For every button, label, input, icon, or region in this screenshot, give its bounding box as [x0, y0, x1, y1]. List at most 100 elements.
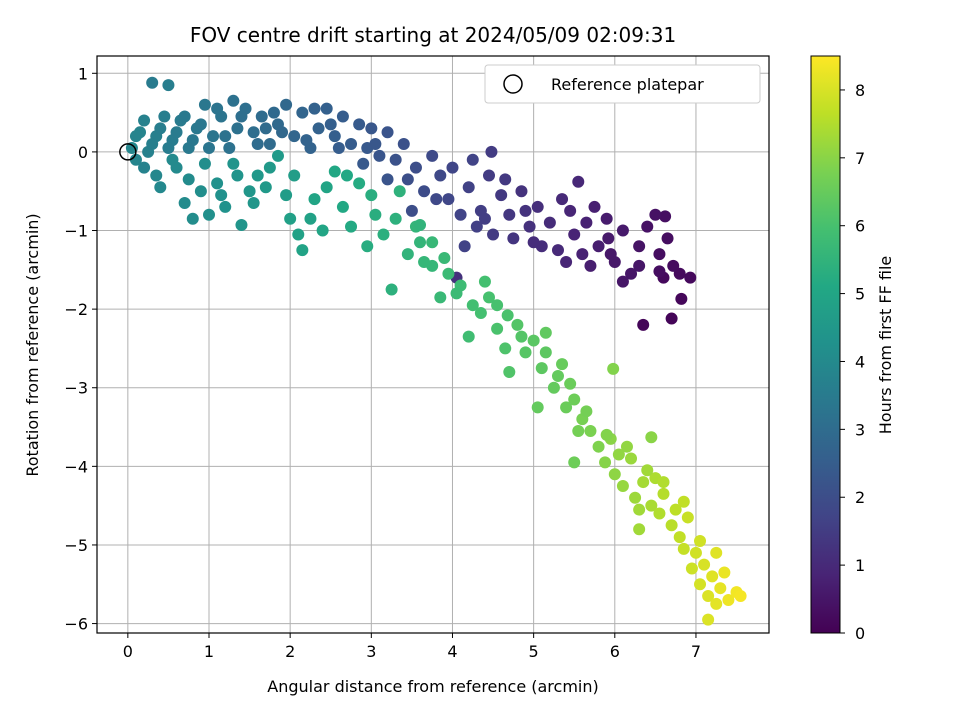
scatter-point — [616, 479, 629, 492]
scatter-point — [653, 265, 666, 278]
scatter-point — [231, 122, 244, 135]
scatter-point — [442, 193, 455, 206]
scatter-point — [710, 597, 723, 610]
scatter-point — [381, 173, 394, 186]
scatter-point — [263, 138, 276, 151]
scatter-point — [677, 495, 690, 508]
scatter-point — [280, 189, 293, 202]
scatter-point — [365, 189, 378, 202]
scatter-point — [466, 299, 479, 312]
scatter-point — [251, 169, 264, 182]
scatter-point — [474, 307, 487, 320]
scatter-point — [389, 212, 402, 225]
colorbar-tick-label: 2 — [855, 488, 865, 507]
scatter-point — [665, 519, 678, 532]
scatter-point — [454, 208, 467, 221]
scatter-point — [154, 181, 167, 194]
scatter-point — [154, 122, 167, 135]
scatter-point — [539, 326, 552, 339]
scatter-point — [182, 173, 195, 186]
scatter-point — [539, 346, 552, 359]
scatter-point — [158, 110, 171, 123]
scatter-point — [357, 157, 370, 170]
scatter-point — [584, 259, 597, 272]
y-tick-label: −5 — [64, 536, 88, 555]
scatter-point — [503, 366, 516, 379]
scatter-point — [125, 141, 138, 154]
scatter-point — [547, 381, 560, 394]
scatter-point — [332, 141, 345, 154]
scatter-point — [324, 118, 337, 131]
scatter-point — [519, 204, 532, 217]
scatter-point — [527, 334, 540, 347]
scatter-point — [345, 138, 358, 151]
scatter-point — [556, 358, 569, 371]
scatter-point — [194, 185, 207, 198]
scatter-point — [572, 175, 585, 188]
scatter-point — [381, 126, 394, 139]
scatter-point — [129, 130, 142, 143]
scatter-point — [162, 79, 175, 92]
scatter-point — [568, 228, 581, 241]
scatter-point — [227, 94, 240, 107]
scatter-point — [669, 503, 682, 516]
scatter-point — [353, 177, 366, 190]
scatter-point — [308, 193, 321, 206]
scatter-point — [446, 161, 459, 174]
scatter-point — [462, 330, 475, 343]
scatter-point — [203, 141, 215, 154]
scatter-point — [211, 177, 224, 190]
x-tick-label: 0 — [123, 642, 133, 661]
scatter-point — [503, 208, 516, 221]
scatter-point — [592, 440, 605, 453]
reference-platepar-marker — [119, 143, 137, 161]
scatter-point — [718, 566, 731, 579]
x-tick-label: 1 — [204, 642, 214, 661]
scatter-point — [665, 312, 678, 325]
scatter-point — [166, 153, 179, 166]
scatter-point — [661, 232, 674, 245]
x-tick-label: 6 — [610, 642, 620, 661]
scatter-point — [714, 582, 727, 595]
y-tick-label: −6 — [64, 615, 88, 634]
scatter-point — [320, 181, 333, 194]
scatter-point — [584, 424, 597, 437]
x-tick-label: 2 — [285, 642, 295, 661]
scatter-point — [515, 330, 528, 343]
scatter-point — [470, 220, 483, 233]
scatter-point — [491, 322, 504, 335]
colorbar-tick-label: 4 — [855, 352, 865, 371]
scatter-point — [320, 102, 333, 115]
scatter-point — [288, 130, 301, 143]
scatter-point — [426, 149, 439, 162]
scatter-point — [434, 291, 447, 304]
scatter-point — [186, 134, 199, 147]
scatter-point — [438, 252, 451, 265]
scatter-point — [478, 212, 491, 225]
scatter-point — [442, 267, 455, 280]
scatter-point — [515, 185, 528, 198]
scatter-point — [499, 173, 512, 186]
scatter-point — [328, 165, 341, 178]
colorbar-tick-label: 3 — [855, 420, 865, 439]
scatter-point — [698, 558, 711, 571]
scatter-point — [531, 401, 544, 414]
legend-marker — [503, 74, 523, 94]
scatter-point — [564, 377, 577, 390]
scatter-point — [377, 228, 390, 241]
colorbar-gradient — [810, 55, 841, 634]
scatter-point — [178, 197, 191, 210]
scatter-point — [620, 440, 633, 453]
y-tick-label: −3 — [64, 379, 88, 398]
y-tick-label: 1 — [78, 64, 88, 83]
scatter-point — [373, 149, 386, 162]
scatter-point — [564, 204, 577, 217]
scatter-point — [511, 318, 524, 331]
scatter-point — [271, 149, 284, 162]
colorbar-tick-label: 5 — [855, 285, 865, 304]
scatter-point — [684, 271, 697, 284]
scatter-point — [129, 153, 142, 166]
scatter-point — [568, 393, 581, 406]
scatter-point — [426, 236, 439, 249]
